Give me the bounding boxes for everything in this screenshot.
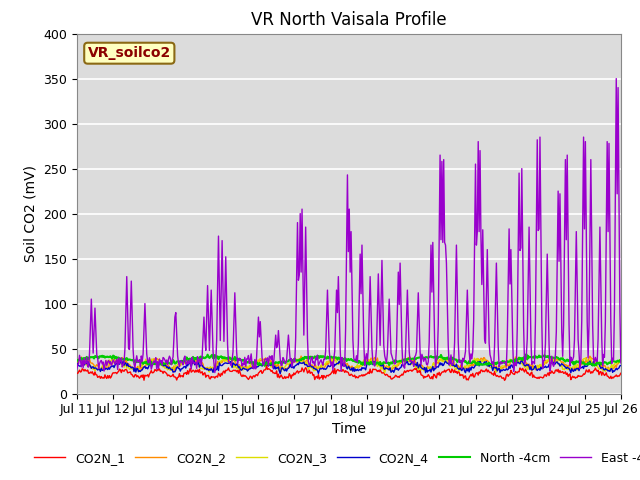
CO2N_2 bbox=[134, 369, 142, 375]
CO2N_1 bbox=[483, 369, 491, 375]
Line: CO2N_3: CO2N_3 bbox=[77, 358, 621, 373]
CO2N_4 bbox=[617, 362, 625, 368]
CO2N_2 bbox=[298, 353, 305, 359]
CO2N_2 bbox=[73, 358, 81, 364]
East -4cm bbox=[612, 76, 620, 82]
CO2N_3 bbox=[381, 370, 388, 376]
East -4cm bbox=[73, 366, 81, 372]
CO2N_4 bbox=[484, 361, 492, 367]
CO2N_1 bbox=[263, 362, 271, 368]
CO2N_1 bbox=[394, 373, 402, 379]
Title: VR North Vaisala Profile: VR North Vaisala Profile bbox=[251, 11, 447, 29]
North -4cm bbox=[522, 351, 530, 357]
CO2N_3 bbox=[396, 359, 403, 365]
CO2N_4 bbox=[169, 369, 177, 375]
CO2N_4 bbox=[190, 358, 198, 363]
CO2N_3 bbox=[484, 363, 492, 369]
CO2N_3 bbox=[169, 366, 177, 372]
North -4cm bbox=[394, 359, 402, 364]
North -4cm bbox=[213, 355, 221, 360]
East -4cm bbox=[211, 370, 219, 375]
CO2N_4 bbox=[396, 366, 403, 372]
North -4cm bbox=[320, 354, 328, 360]
North -4cm bbox=[73, 358, 81, 364]
CO2N_3 bbox=[73, 358, 81, 363]
CO2N_1 bbox=[169, 372, 177, 377]
CO2N_2 bbox=[396, 360, 403, 366]
CO2N_3 bbox=[329, 355, 337, 361]
CO2N_3 bbox=[617, 358, 625, 363]
CO2N_2 bbox=[321, 364, 328, 370]
CO2N_3 bbox=[213, 361, 221, 367]
East -4cm bbox=[320, 356, 328, 362]
CO2N_2 bbox=[484, 359, 492, 364]
North -4cm bbox=[169, 357, 177, 363]
Line: CO2N_2: CO2N_2 bbox=[77, 356, 621, 372]
CO2N_3 bbox=[438, 358, 445, 364]
CO2N_4 bbox=[276, 371, 284, 377]
CO2N_1 bbox=[73, 370, 81, 376]
Line: North -4cm: North -4cm bbox=[77, 354, 621, 366]
Y-axis label: Soil CO2 (mV): Soil CO2 (mV) bbox=[24, 165, 38, 262]
CO2N_4 bbox=[214, 363, 221, 369]
Line: CO2N_1: CO2N_1 bbox=[77, 365, 621, 380]
CO2N_1 bbox=[213, 373, 221, 379]
North -4cm bbox=[617, 358, 625, 363]
CO2N_1 bbox=[617, 371, 625, 376]
CO2N_4 bbox=[73, 360, 81, 366]
East -4cm bbox=[483, 247, 491, 252]
CO2N_1 bbox=[437, 371, 445, 376]
East -4cm bbox=[437, 237, 445, 242]
CO2N_1 bbox=[500, 377, 508, 383]
CO2N_2 bbox=[438, 358, 445, 363]
Line: CO2N_4: CO2N_4 bbox=[77, 360, 621, 374]
East -4cm bbox=[214, 286, 221, 291]
CO2N_1 bbox=[320, 372, 328, 378]
Legend: CO2N_1, CO2N_2, CO2N_3, CO2N_4, North -4cm, East -4cm: CO2N_1, CO2N_2, CO2N_3, CO2N_4, North -4… bbox=[29, 447, 640, 469]
North -4cm bbox=[437, 352, 445, 358]
East -4cm bbox=[169, 354, 177, 360]
CO2N_2 bbox=[617, 357, 625, 363]
X-axis label: Time: Time bbox=[332, 422, 366, 436]
CO2N_2 bbox=[214, 359, 221, 364]
Line: East -4cm: East -4cm bbox=[77, 79, 621, 372]
East -4cm bbox=[394, 269, 402, 275]
CO2N_3 bbox=[319, 363, 327, 369]
Text: VR_soilco2: VR_soilco2 bbox=[88, 46, 171, 60]
CO2N_4 bbox=[321, 366, 328, 372]
North -4cm bbox=[261, 363, 269, 369]
North -4cm bbox=[483, 362, 491, 368]
CO2N_2 bbox=[170, 363, 178, 369]
CO2N_4 bbox=[438, 360, 445, 366]
East -4cm bbox=[617, 360, 625, 366]
